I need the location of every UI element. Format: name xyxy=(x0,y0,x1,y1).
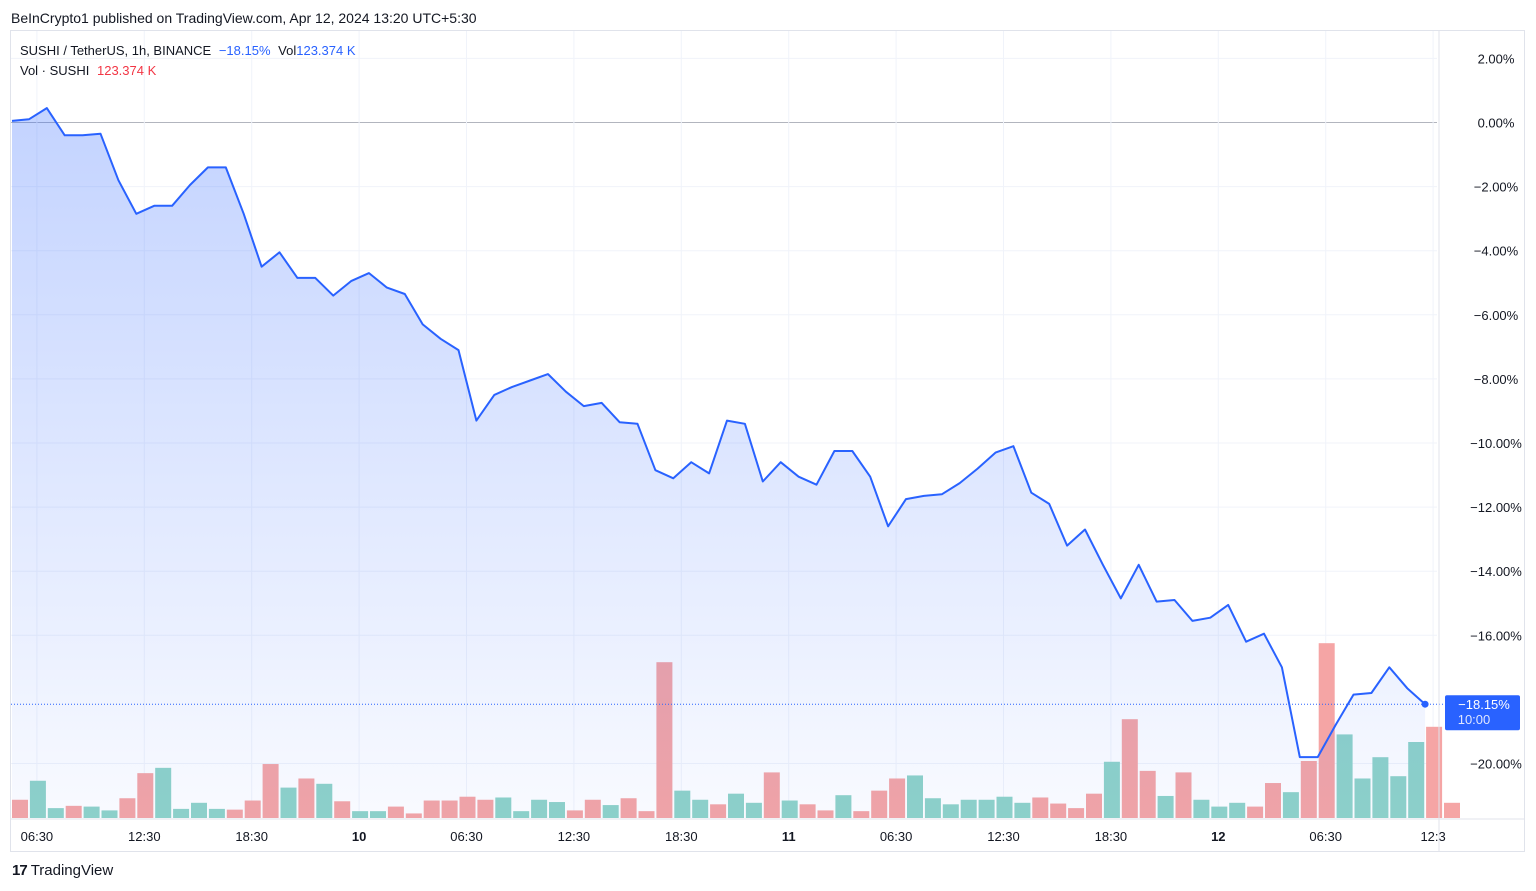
last-price-box xyxy=(1445,695,1520,731)
x-tick-label: 10 xyxy=(352,829,366,844)
chart-frame xyxy=(10,30,1525,852)
y-tick-label: −2.00% xyxy=(1474,180,1519,195)
legend-volume-label: Vol · SUSHI xyxy=(20,63,90,78)
x-tick-label: 18:30 xyxy=(235,829,268,844)
x-tick-label: 18:30 xyxy=(665,829,698,844)
legend-change: −18.15% xyxy=(218,43,271,58)
axes: 2.00% 0.00% −2.00% −4.00% −6.00% −8.00% −10.00… xyxy=(11,31,1525,851)
legend-symbol-row[interactable]: SUSHI / TetherUS, 1h, BINANCE −18.15% Vo… xyxy=(20,43,360,58)
y-tick-label: −8.00% xyxy=(1474,372,1519,387)
y-tick-label: 2.00% xyxy=(1478,51,1515,66)
legend-volume-value: 123.374 K xyxy=(96,63,157,78)
last-price-value: −18.15% xyxy=(1458,697,1510,712)
x-tick-label: 12:30 xyxy=(987,829,1020,844)
publisher-line: BeInCrypto1 published on TradingView.com… xyxy=(11,10,477,26)
y-tick-label: −12.00% xyxy=(1470,500,1522,515)
last-point-marker xyxy=(1421,700,1429,708)
y-tick-label: 0.00% xyxy=(1478,116,1515,131)
x-tick-label: 06:30 xyxy=(1309,829,1342,844)
last-price-label: −18.15%10:00 xyxy=(1445,695,1520,731)
volume-bar xyxy=(1444,802,1460,818)
tradingview-brand[interactable]: 17 TradingView xyxy=(12,862,113,879)
x-tick-label: 18:30 xyxy=(1095,829,1128,844)
price-area-fill xyxy=(12,108,1426,819)
y-tick-label: −14.00% xyxy=(1470,564,1522,579)
y-tick-label: −4.00% xyxy=(1474,244,1519,259)
y-tick-label: −16.00% xyxy=(1470,628,1522,643)
x-tick-label: 11 xyxy=(782,829,796,844)
legend-vol-value: 123.374 K xyxy=(296,43,356,58)
volume-bar xyxy=(1426,726,1443,818)
x-tick-label: 12 xyxy=(1211,829,1225,844)
legend-symbol: SUSHI / TetherUS, 1h, BINANCE xyxy=(20,43,212,58)
y-tick-label: −20.00% xyxy=(1470,757,1522,772)
y-tick-label: −6.00% xyxy=(1474,308,1519,323)
price-line xyxy=(11,107,1426,759)
last-price-time: 10:00 xyxy=(1458,712,1491,727)
x-tick-label: 12:30 xyxy=(558,829,591,844)
x-tick-label: 12:3 xyxy=(1420,829,1445,844)
price-area xyxy=(11,107,1445,819)
legend-vol-label: Vol xyxy=(278,43,297,58)
x-tick-label: 12:30 xyxy=(128,829,161,844)
x-tick-label: 06:30 xyxy=(450,829,483,844)
x-tick-label: 06:30 xyxy=(21,829,54,844)
x-tick-label: 06:30 xyxy=(880,829,913,844)
legend-volume-row[interactable]: Vol · SUSHI 123.374 K xyxy=(20,63,160,78)
brand-name: TradingView xyxy=(30,862,114,879)
y-tick-label: −10.00% xyxy=(1470,436,1522,451)
tradingview-logo-icon: 17 xyxy=(12,862,28,879)
